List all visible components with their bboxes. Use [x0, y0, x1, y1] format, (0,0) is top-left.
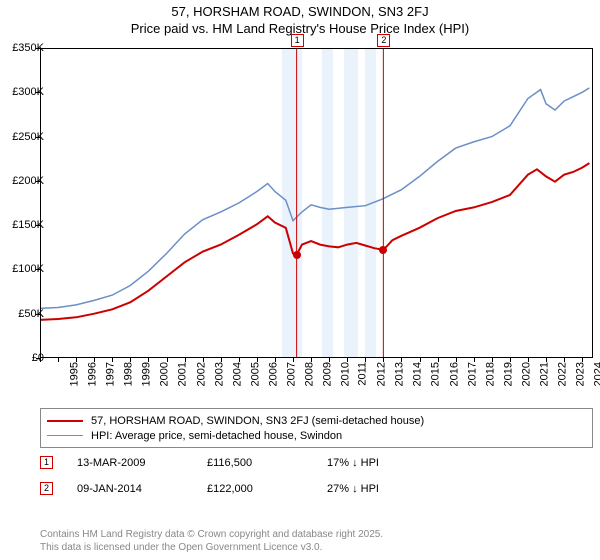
sale-marker-badge: 1: [291, 34, 304, 47]
x-axis-tick-mark: [438, 358, 439, 362]
x-axis-tick-mark: [564, 358, 565, 362]
x-axis-tick-mark: [130, 358, 131, 362]
sale-record-price: £122,000: [207, 483, 327, 495]
legend-label: HPI: Average price, semi-detached house,…: [91, 430, 342, 442]
x-axis-tick-label: 2019: [502, 362, 514, 386]
x-axis-tick-mark: [76, 358, 77, 362]
x-axis-tick-label: 1998: [123, 362, 135, 386]
legend-swatch: [47, 420, 83, 422]
legend-label: 57, HORSHAM ROAD, SWINDON, SN3 2FJ (semi…: [91, 415, 424, 427]
x-axis-tick-label: 2012: [376, 362, 388, 386]
x-axis-tick-label: 2003: [213, 362, 225, 386]
x-axis-tick-mark: [420, 358, 421, 362]
x-axis-tick-label: 2018: [484, 362, 496, 386]
x-axis-tick-label: 2024: [593, 362, 600, 386]
x-axis-tick-label: 2004: [231, 362, 243, 386]
x-axis-tick-label: 2010: [340, 362, 352, 386]
y-axis-tick-mark: [36, 181, 40, 182]
x-axis-tick-mark: [257, 358, 258, 362]
x-axis-tick-mark: [275, 358, 276, 362]
x-axis-tick-mark: [347, 358, 348, 362]
x-axis-tick-label: 2005: [249, 362, 261, 386]
x-axis-tick-label: 2017: [466, 362, 478, 386]
x-axis-tick-label: 2008: [303, 362, 315, 386]
x-axis-tick-mark: [528, 358, 529, 362]
x-axis-tick-label: 2014: [412, 362, 424, 386]
footer-attribution: Contains HM Land Registry data © Crown c…: [40, 529, 383, 554]
x-axis-tick-label: 2020: [520, 362, 532, 386]
sale-record-date: 09-JAN-2014: [77, 483, 207, 495]
x-axis-tick-mark: [311, 358, 312, 362]
x-axis-tick-mark: [239, 358, 240, 362]
sale-marker-dot: [379, 246, 387, 254]
x-axis-tick-mark: [293, 358, 294, 362]
x-axis-tick-mark: [112, 358, 113, 362]
x-axis-tick-label: 1999: [141, 362, 153, 386]
y-axis-tick-mark: [36, 137, 40, 138]
sale-record-price: £116,500: [207, 457, 327, 469]
y-axis-tick-label: £50K: [18, 308, 44, 320]
sale-record-index-badge: 2: [40, 482, 53, 495]
x-axis-tick-mark: [492, 358, 493, 362]
x-axis-tick-mark: [365, 358, 366, 362]
x-axis-tick-label: 1995: [68, 362, 80, 386]
sale-record-hpi-diff: 27% ↓ HPI: [327, 483, 379, 495]
x-axis-tick-label: 2023: [574, 362, 586, 386]
sale-record-date: 13-MAR-2009: [77, 457, 207, 469]
x-axis-tick-label: 2007: [285, 362, 297, 386]
legend-item: HPI: Average price, semi-detached house,…: [47, 428, 586, 443]
x-axis-tick-label: 2002: [195, 362, 207, 386]
x-axis-tick-mark: [456, 358, 457, 362]
x-axis-tick-label: 2015: [430, 362, 442, 386]
x-axis-tick-mark: [582, 358, 583, 362]
x-axis-tick-label: 2001: [177, 362, 189, 386]
x-axis-tick-mark: [167, 358, 168, 362]
legend-swatch: [47, 435, 83, 437]
x-axis-tick-mark: [185, 358, 186, 362]
series-line-hpi: [40, 88, 589, 309]
x-axis-tick-label: 2006: [267, 362, 279, 386]
sale-marker-dot: [293, 251, 301, 259]
y-axis-tick-mark: [36, 92, 40, 93]
x-axis-tick-label: 1996: [87, 362, 99, 386]
x-axis-tick-mark: [383, 358, 384, 362]
x-axis-tick-mark: [401, 358, 402, 362]
x-axis-tick-mark: [221, 358, 222, 362]
series-line-property_price: [40, 163, 589, 320]
x-axis-tick-mark: [510, 358, 511, 362]
plot-area: 12: [40, 48, 593, 358]
x-axis-tick-label: 2022: [556, 362, 568, 386]
legend-item: 57, HORSHAM ROAD, SWINDON, SN3 2FJ (semi…: [47, 413, 586, 428]
x-axis-tick-mark: [546, 358, 547, 362]
legend-box: 57, HORSHAM ROAD, SWINDON, SN3 2FJ (semi…: [40, 408, 593, 448]
x-axis-tick-mark: [474, 358, 475, 362]
x-axis-tick-label: 2016: [448, 362, 460, 386]
y-axis-tick-mark: [36, 48, 40, 49]
x-axis-tick-mark: [94, 358, 95, 362]
chart-container: 57, HORSHAM ROAD, SWINDON, SN3 2FJ Price…: [0, 0, 600, 560]
sale-record-row: 1 13-MAR-2009£116,50017% ↓ HPI: [40, 456, 593, 469]
x-axis-tick-mark: [58, 358, 59, 362]
footer-line1: Contains HM Land Registry data © Crown c…: [40, 529, 383, 542]
y-axis-tick-mark: [36, 225, 40, 226]
sale-record-hpi-diff: 17% ↓ HPI: [327, 457, 379, 469]
x-axis-tick-label: 1997: [105, 362, 117, 386]
x-axis-tick-mark: [148, 358, 149, 362]
sale-record-index-badge: 1: [40, 456, 53, 469]
footer-line2: This data is licensed under the Open Gov…: [40, 542, 383, 555]
sale-record-row: 2 09-JAN-2014£122,00027% ↓ HPI: [40, 482, 593, 495]
x-axis-tick-label: 2000: [159, 362, 171, 386]
sale-marker-badge: 2: [377, 34, 390, 47]
x-axis-tick-mark: [329, 358, 330, 362]
plot-svg: [40, 48, 593, 358]
chart-title-line1: 57, HORSHAM ROAD, SWINDON, SN3 2FJ: [0, 0, 600, 21]
x-axis-tick-label: 2009: [321, 362, 333, 386]
x-axis-tick-label: 2021: [538, 362, 550, 386]
x-axis-tick-label: 2011: [357, 362, 369, 386]
x-axis-tick-mark: [40, 358, 41, 362]
x-axis-tick-mark: [203, 358, 204, 362]
y-axis-tick-mark: [36, 269, 40, 270]
x-axis-tick-label: 2013: [394, 362, 406, 386]
y-axis-tick-mark: [36, 314, 40, 315]
